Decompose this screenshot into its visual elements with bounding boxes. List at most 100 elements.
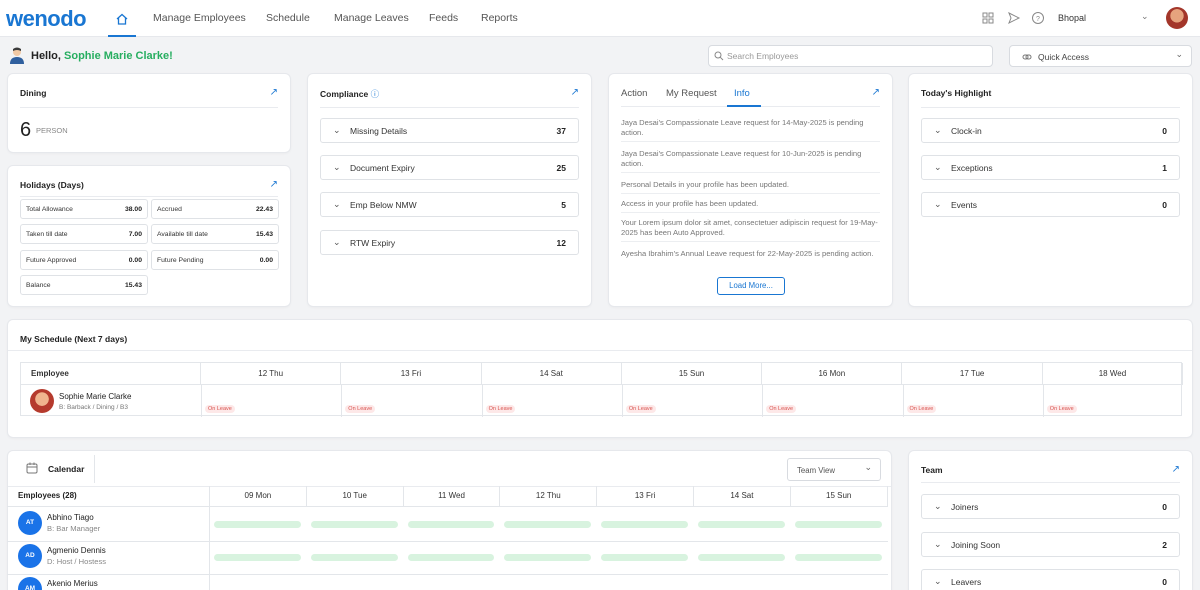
calendar-day-header: 12 Thu: [500, 486, 598, 506]
team-joiners[interactable]: ⌄ Joiners 0: [921, 494, 1180, 519]
calendar-employee-role: B: Bar Manager: [47, 524, 101, 533]
top-navbar: [0, 0, 1200, 37]
shift-bar[interactable]: [214, 554, 301, 561]
shift-bar[interactable]: [601, 554, 688, 561]
shift-bar[interactable]: [794, 521, 882, 528]
chevron-down-icon: ⌄: [333, 199, 341, 209]
chevron-down-icon: ⌄: [934, 162, 942, 172]
schedule-employee-name[interactable]: Sophie Marie Clarke: [59, 392, 132, 401]
tab-action[interactable]: Action: [621, 88, 648, 99]
shift-bar[interactable]: [214, 521, 301, 528]
expand-arrow-icon[interactable]: ↗: [1171, 464, 1180, 475]
dining-count: 6: [20, 119, 32, 141]
calendar-day-header: 15 Sun: [791, 486, 888, 506]
calendar-employees-header: Employees (28): [18, 491, 77, 500]
chevron-down-icon: ⌄: [864, 462, 872, 472]
shift-bar[interactable]: [504, 554, 592, 561]
info-icon[interactable]: ⓘ: [370, 89, 380, 99]
shift-bar[interactable]: [698, 554, 785, 561]
team-leavers[interactable]: ⌄ Leavers 0: [921, 569, 1180, 590]
chevron-down-icon: ⌄: [934, 501, 942, 511]
nav-manage-employees[interactable]: Manage Employees: [153, 12, 246, 24]
chevron-down-icon: ⌄: [333, 237, 341, 247]
compliance-missing-details[interactable]: ⌄ Missing Details 37: [320, 118, 579, 143]
chevron-down-icon[interactable]: ⌄: [1141, 11, 1149, 21]
home-nav-button[interactable]: [108, 7, 136, 37]
holiday-stat: Balance 15.43: [20, 275, 148, 295]
info-item: Your Lorem ipsum dolor sit amet, consect…: [621, 218, 880, 242]
dining-unit: PERSON: [36, 126, 68, 135]
schedule-day-header: 17 Tue: [903, 363, 1043, 385]
shift-bar[interactable]: [310, 554, 398, 561]
calendar-employee-name[interactable]: Akenio Merius: [47, 579, 98, 588]
expand-arrow-icon[interactable]: ↗: [570, 87, 579, 98]
app-logo[interactable]: wenodo: [6, 6, 87, 31]
compliance-emp-below-nmw[interactable]: ⌄ Emp Below NMW 5: [320, 192, 579, 217]
shift-bar[interactable]: [794, 554, 882, 561]
schedule-day-header: 18 Wed: [1043, 363, 1184, 385]
active-tab-indicator: [727, 105, 761, 107]
employee-initials-avatar: AM: [18, 577, 42, 590]
location-select[interactable]: Bhopal: [1058, 13, 1087, 23]
load-more-button[interactable]: Load More...: [717, 277, 785, 295]
nav-schedule[interactable]: Schedule: [266, 12, 310, 24]
on-leave-badge: On Leave: [766, 405, 797, 413]
nav-feeds[interactable]: Feeds: [429, 12, 459, 24]
calendar-employee-name[interactable]: Abhino Tiago: [47, 513, 94, 522]
dining-title: Dining: [20, 88, 47, 98]
user-avatar[interactable]: [1166, 7, 1188, 29]
calendar-day-header: 13 Fri: [597, 486, 694, 506]
nav-manage-leaves[interactable]: Manage Leaves: [334, 12, 409, 24]
calendar-day-header: 14 Sat: [694, 486, 791, 506]
expand-arrow-icon[interactable]: ↗: [269, 179, 278, 190]
shift-bar[interactable]: [601, 521, 688, 528]
tab-my-request[interactable]: My Request: [666, 88, 717, 99]
on-leave-badge: On Leave: [906, 405, 937, 413]
chevron-down-icon: ⌄: [934, 125, 942, 135]
calendar-card: Calendar Team View ⌄: [7, 450, 892, 590]
on-leave-badge: On Leave: [205, 405, 235, 413]
dining-card: Dining ↗ 6 PERSON: [7, 73, 291, 153]
on-leave-badge: On Leave: [485, 405, 516, 413]
send-icon[interactable]: [1007, 11, 1021, 25]
highlight-clock-in[interactable]: ⌄ Clock-in 0: [921, 118, 1180, 143]
highlight-title: Today's Highlight: [921, 88, 992, 98]
help-icon[interactable]: ?: [1031, 11, 1045, 25]
holiday-stat: Future Approved 0.00: [20, 250, 148, 270]
nav-reports[interactable]: Reports: [481, 12, 518, 24]
shift-bar[interactable]: [698, 521, 785, 528]
compliance-document-expiry[interactable]: ⌄ Document Expiry 25: [320, 155, 579, 180]
holiday-stat: Available till date 15.43: [151, 224, 279, 244]
team-title: Team: [921, 465, 943, 475]
calendar-day-header: 11 Wed: [404, 486, 501, 506]
schedule-day-header: 12 Thu: [201, 363, 342, 385]
chevron-down-icon: ⌄: [333, 125, 341, 135]
expand-arrow-icon[interactable]: ↗: [269, 87, 278, 98]
highlight-exceptions[interactable]: ⌄ Exceptions 1: [921, 155, 1180, 180]
team-joining-soon[interactable]: ⌄ Joining Soon 2: [921, 532, 1180, 557]
team-view-dropdown[interactable]: Team View ⌄: [787, 458, 881, 481]
shift-bar[interactable]: [407, 554, 495, 561]
search-input[interactable]: [727, 49, 977, 63]
quick-access-dropdown[interactable]: Quick Access ⌄: [1009, 45, 1192, 67]
calendar-employee-role: D: Host / Hostess: [47, 557, 107, 566]
schedule-day-header: 16 Mon: [762, 363, 903, 385]
calendar-employee-name[interactable]: Agmenio Dennis: [47, 546, 106, 555]
holidays-card: Holidays (Days) ↗ Total Allowance 38.00 A…: [7, 165, 291, 307]
tab-info[interactable]: Info: [734, 88, 750, 99]
expand-arrow-icon[interactable]: ↗: [871, 87, 880, 98]
compliance-title: Compliance ⓘ: [320, 89, 380, 99]
shift-bar[interactable]: [310, 521, 398, 528]
shift-bar[interactable]: [504, 521, 592, 528]
calendar-day-header: 10 Tue: [307, 486, 404, 506]
apps-grid-icon[interactable]: [981, 11, 995, 25]
schedule-day-header: 13 Fri: [341, 363, 482, 385]
search-employees-box[interactable]: [708, 45, 993, 67]
compliance-rtw-expiry[interactable]: ⌄ RTW Expiry 12: [320, 230, 579, 255]
highlight-events[interactable]: ⌄ Events 0: [921, 192, 1180, 217]
shift-bar[interactable]: [407, 521, 495, 528]
schedule-employee-header: Employee: [21, 363, 201, 385]
activity-panel: Action My Request Info ↗ Jaya Desai's Co…: [608, 73, 893, 307]
compliance-card: Compliance ⓘ ↗ ⌄ Missing Details 37 ⌄ Docum…: [307, 73, 592, 307]
home-icon: [116, 13, 128, 25]
